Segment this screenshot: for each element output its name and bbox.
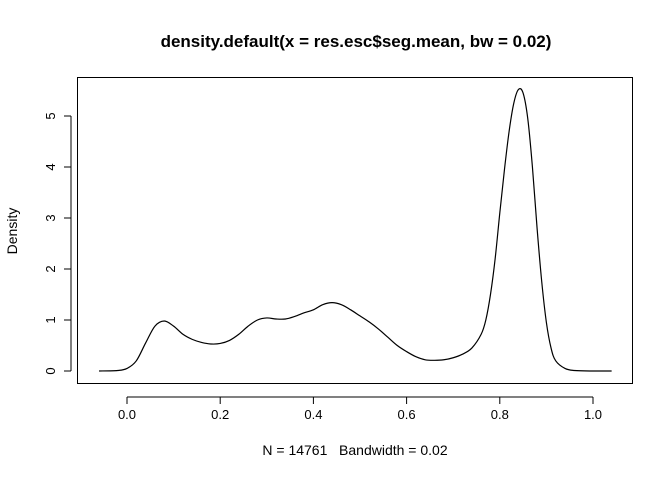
chart-title: density.default(x = res.esc$seg.mean, bw… <box>161 32 552 51</box>
y-axis-label: Density <box>4 208 20 255</box>
x-tick-label: 0.6 <box>398 407 416 422</box>
y-tick-label: 1 <box>43 316 58 323</box>
x-tick-label: 0.0 <box>118 407 136 422</box>
x-axis-label: N = 14761 Bandwidth = 0.02 <box>262 442 447 458</box>
x-tick-label: 0.2 <box>211 407 229 422</box>
y-axis: 0 1 2 3 4 5 <box>43 112 72 375</box>
density-curve <box>99 87 612 372</box>
y-tick-label: 4 <box>43 163 58 170</box>
y-tick-label: 3 <box>43 214 58 221</box>
y-tick-label: 5 <box>43 112 58 119</box>
x-tick-label: 0.4 <box>304 407 322 422</box>
y-tick-label: 2 <box>43 265 58 272</box>
plot-frame <box>77 77 633 384</box>
y-tick-label: 0 <box>43 367 58 374</box>
x-tick-label: 1.0 <box>584 407 602 422</box>
x-tick-label: 0.8 <box>491 407 509 422</box>
x-axis: 0.0 0.2 0.4 0.6 0.8 1.0 <box>118 396 602 422</box>
